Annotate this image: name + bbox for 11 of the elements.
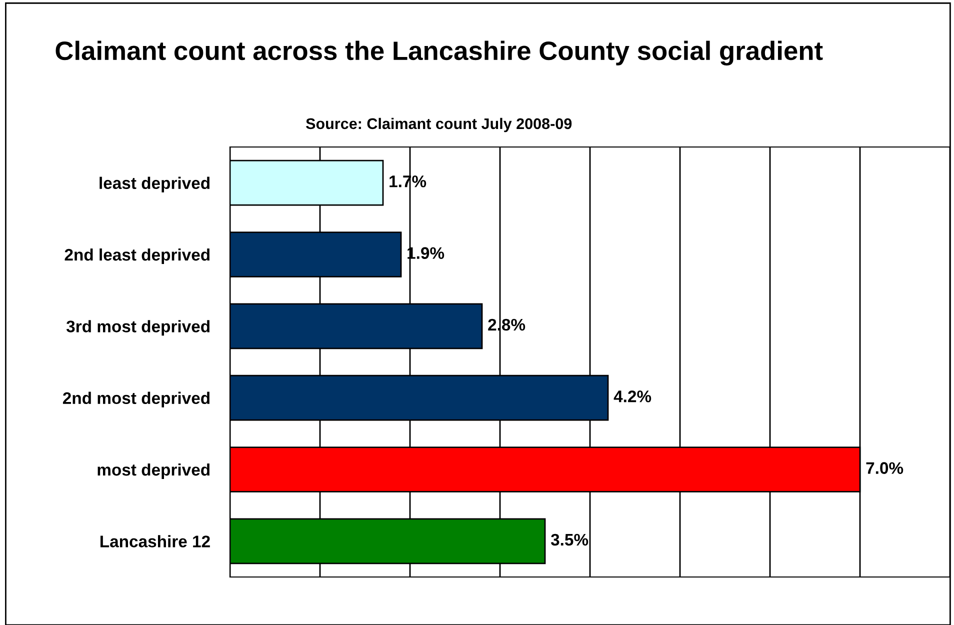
y-tick-label: 2nd most deprived (62, 392, 210, 408)
y-tick-label: 2nd least deprived (64, 248, 210, 264)
y-tick-label: Lancashire 12 (100, 535, 210, 548)
data-label: 4.2% (614, 390, 652, 402)
y-tick-label: most deprived (98, 463, 210, 479)
chart-title: Claimant count across the Lancashire County social gradient (56, 40, 823, 66)
y-tick-label: least deprived (100, 176, 210, 192)
data-label: 3.5% (550, 534, 588, 546)
data-label: 7.0% (866, 462, 904, 474)
chart-subtitle: Source: Claimant count July 2008-09 (306, 118, 572, 132)
y-tick-label: 3rd most deprived (66, 320, 210, 336)
